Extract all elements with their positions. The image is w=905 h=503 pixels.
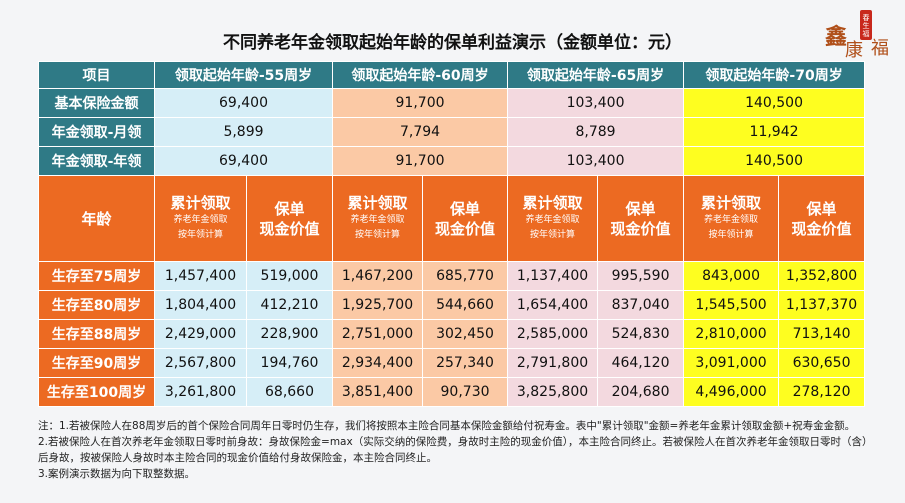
cell-value: 1,137,370 (778, 290, 866, 320)
row-label: 生存至88周岁 (38, 319, 155, 349)
row-label: 基本保险金额 (38, 88, 155, 118)
cell-value: 103,400 (507, 146, 685, 176)
table-row: 生存至90周岁 2,567,800 194,760 2,934,400 257,… (38, 348, 866, 378)
cell-value: 302,450 (422, 319, 509, 349)
header-item: 项目 (38, 61, 155, 89)
row-label: 生存至90周岁 (38, 348, 155, 378)
cell-value: 69,400 (153, 88, 334, 118)
footnote-2: 2.若被保险人在首次养老年金领取日零时前身故：身故保险金=max（实际交纳的保险… (38, 436, 868, 464)
cum-header: 累计领取 养老年金领取 按年领计算 (332, 175, 424, 262)
table-row: 基本保险金额 69,400 91,700 103,400 140,500 (38, 88, 866, 118)
cell-value: 544,660 (422, 290, 509, 320)
cell-value: 1,545,500 (683, 290, 780, 320)
cell-value: 257,340 (422, 348, 509, 378)
cell-value: 2,791,800 (507, 348, 599, 378)
cell-value: 1,352,800 (778, 261, 866, 291)
cell-value: 194,760 (245, 348, 334, 378)
cell-value: 630,650 (778, 348, 866, 378)
svg-text:鑫: 鑫 (825, 24, 847, 50)
cell-value: 7,794 (332, 117, 509, 147)
cell-value: 3,091,000 (683, 348, 780, 378)
cell-value: 524,830 (597, 319, 685, 349)
cell-value: 1,804,400 (154, 290, 247, 320)
cell-value: 412,210 (245, 290, 334, 320)
cash-header: 保单 现金价值 (597, 175, 685, 262)
cell-value: 90,730 (422, 377, 509, 407)
sub-header-row: 年龄 累计领取 养老年金领取 按年领计算 保单 现金价值 累计领取 养老年金领取 按年领计… (38, 175, 866, 262)
cell-value: 204,680 (597, 377, 685, 407)
cell-value: 1,457,400 (154, 261, 247, 291)
table-row: 生存至75周岁 1,457,400 519,000 1,467,200 685,… (38, 261, 866, 291)
cell-value: 278,120 (778, 377, 866, 407)
cell-value: 140,500 (683, 88, 866, 118)
age-header: 年龄 (38, 175, 155, 262)
cum-header: 累计领取 养老年金领取 按年领计算 (683, 175, 780, 262)
cell-value: 3,825,800 (507, 377, 599, 407)
cell-value: 2,429,000 (154, 319, 247, 349)
footnote-3: 3.案例演示数据为向下取整数据。 (38, 468, 196, 480)
footnote-1: 注：1.若被保险人在88周岁后的首个保险合同周年日零时仍生存，我们将按照本主险合… (38, 420, 856, 432)
cash-header: 保单 现金价值 (778, 175, 866, 262)
table-row: 生存至88周岁 2,429,000 228,900 2,751,000 302,… (38, 319, 866, 349)
row-label: 年金领取-年领 (38, 146, 155, 176)
svg-text:福: 福 (863, 29, 870, 38)
cell-value: 69,400 (153, 146, 334, 176)
cell-value: 91,700 (332, 88, 509, 118)
header-age-70: 领取起始年龄-70周岁 (683, 61, 866, 89)
footnotes: 注：1.若被保险人在88周岁后的首个保险合同周年日零时仍生存，我们将按照本主险合… (38, 418, 868, 482)
cell-value: 4,496,000 (683, 377, 780, 407)
cell-value: 995,590 (597, 261, 685, 291)
page-title: 不同养老年金领取起始年龄的保单利益演示（金额单位：元） (223, 33, 682, 53)
cell-value: 2,567,800 (154, 348, 247, 378)
cell-value: 8,789 (507, 117, 685, 147)
cell-value: 3,261,800 (154, 377, 247, 407)
cell-value: 843,000 (683, 261, 780, 291)
cell-value: 464,120 (597, 348, 685, 378)
cum-header: 累计领取 养老年金领取 按年领计算 (507, 175, 599, 262)
cash-header: 保单 现金价值 (245, 175, 334, 262)
cell-value: 11,942 (683, 117, 866, 147)
cum-header: 累计领取 养老年金领取 按年领计算 (154, 175, 247, 262)
cell-value: 713,140 (778, 319, 866, 349)
row-label: 生存至75周岁 (38, 261, 155, 291)
cell-value: 5,899 (153, 117, 334, 147)
cell-value: 2,934,400 (332, 348, 424, 378)
header-age-65: 领取起始年龄-65周岁 (507, 61, 685, 89)
header-age-55: 领取起始年龄-55周岁 (153, 61, 334, 89)
cell-value: 1,467,200 (332, 261, 424, 291)
table-row: 年金领取-月领 5,899 7,794 8,789 11,942 (38, 117, 866, 147)
table-row: 生存至80周岁 1,804,400 412,210 1,925,700 544,… (38, 290, 866, 320)
svg-text:福: 福 (871, 38, 889, 59)
row-label: 生存至100周岁 (38, 377, 155, 407)
cell-value: 837,040 (597, 290, 685, 320)
cell-value: 3,851,400 (332, 377, 424, 407)
cell-value: 2,585,000 (507, 319, 599, 349)
table-row: 年金领取-年领 69,400 91,700 103,400 140,500 (38, 146, 866, 176)
header-age-60: 领取起始年龄-60周岁 (332, 61, 509, 89)
cell-value: 140,500 (683, 146, 866, 176)
svg-text:生: 生 (863, 21, 870, 30)
brand-logo: 春 生 福 鑫 康 福 (825, 10, 889, 60)
row-label: 生存至80周岁 (38, 290, 155, 320)
cell-value: 1,137,400 (507, 261, 599, 291)
svg-text:春: 春 (863, 13, 870, 22)
cell-value: 1,654,400 (507, 290, 599, 320)
svg-text:康: 康 (845, 40, 863, 60)
cell-value: 228,900 (245, 319, 334, 349)
cell-value: 2,751,000 (332, 319, 424, 349)
row-label: 年金领取-月领 (38, 117, 155, 147)
cell-value: 103,400 (507, 88, 685, 118)
benefit-table: 项目 领取起始年龄-55周岁 领取起始年龄-60周岁 领取起始年龄-65周岁 领… (38, 61, 866, 407)
cell-value: 91,700 (332, 146, 509, 176)
cell-value: 2,810,000 (683, 319, 780, 349)
cell-value: 1,925,700 (332, 290, 424, 320)
cell-value: 685,770 (422, 261, 509, 291)
table-row: 生存至100周岁 3,261,800 68,660 3,851,400 90,7… (38, 377, 866, 407)
cash-header: 保单 现金价值 (422, 175, 509, 262)
cell-value: 519,000 (245, 261, 334, 291)
cell-value: 68,660 (245, 377, 334, 407)
table-header-row: 项目 领取起始年龄-55周岁 领取起始年龄-60周岁 领取起始年龄-65周岁 领… (38, 61, 866, 89)
